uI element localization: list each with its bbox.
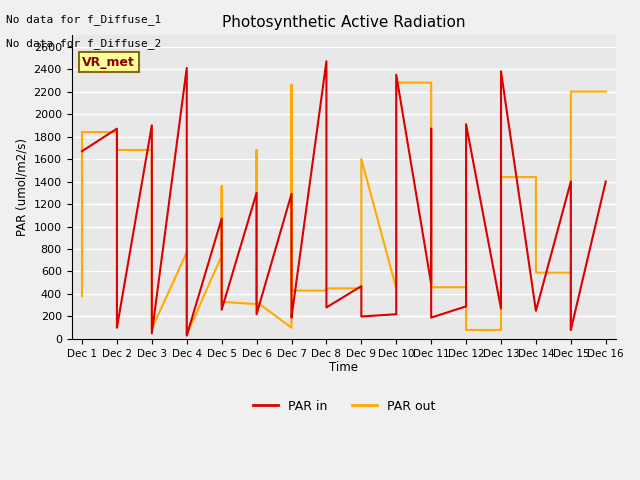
- Text: No data for f_Diffuse_2: No data for f_Diffuse_2: [6, 38, 162, 49]
- Title: Photosynthetic Active Radiation: Photosynthetic Active Radiation: [222, 15, 466, 30]
- Y-axis label: PAR (umol/m2/s): PAR (umol/m2/s): [15, 138, 28, 236]
- Legend: PAR in, PAR out: PAR in, PAR out: [248, 395, 440, 418]
- Text: VR_met: VR_met: [83, 56, 135, 69]
- X-axis label: Time: Time: [330, 361, 358, 374]
- Text: No data for f_Diffuse_1: No data for f_Diffuse_1: [6, 14, 162, 25]
